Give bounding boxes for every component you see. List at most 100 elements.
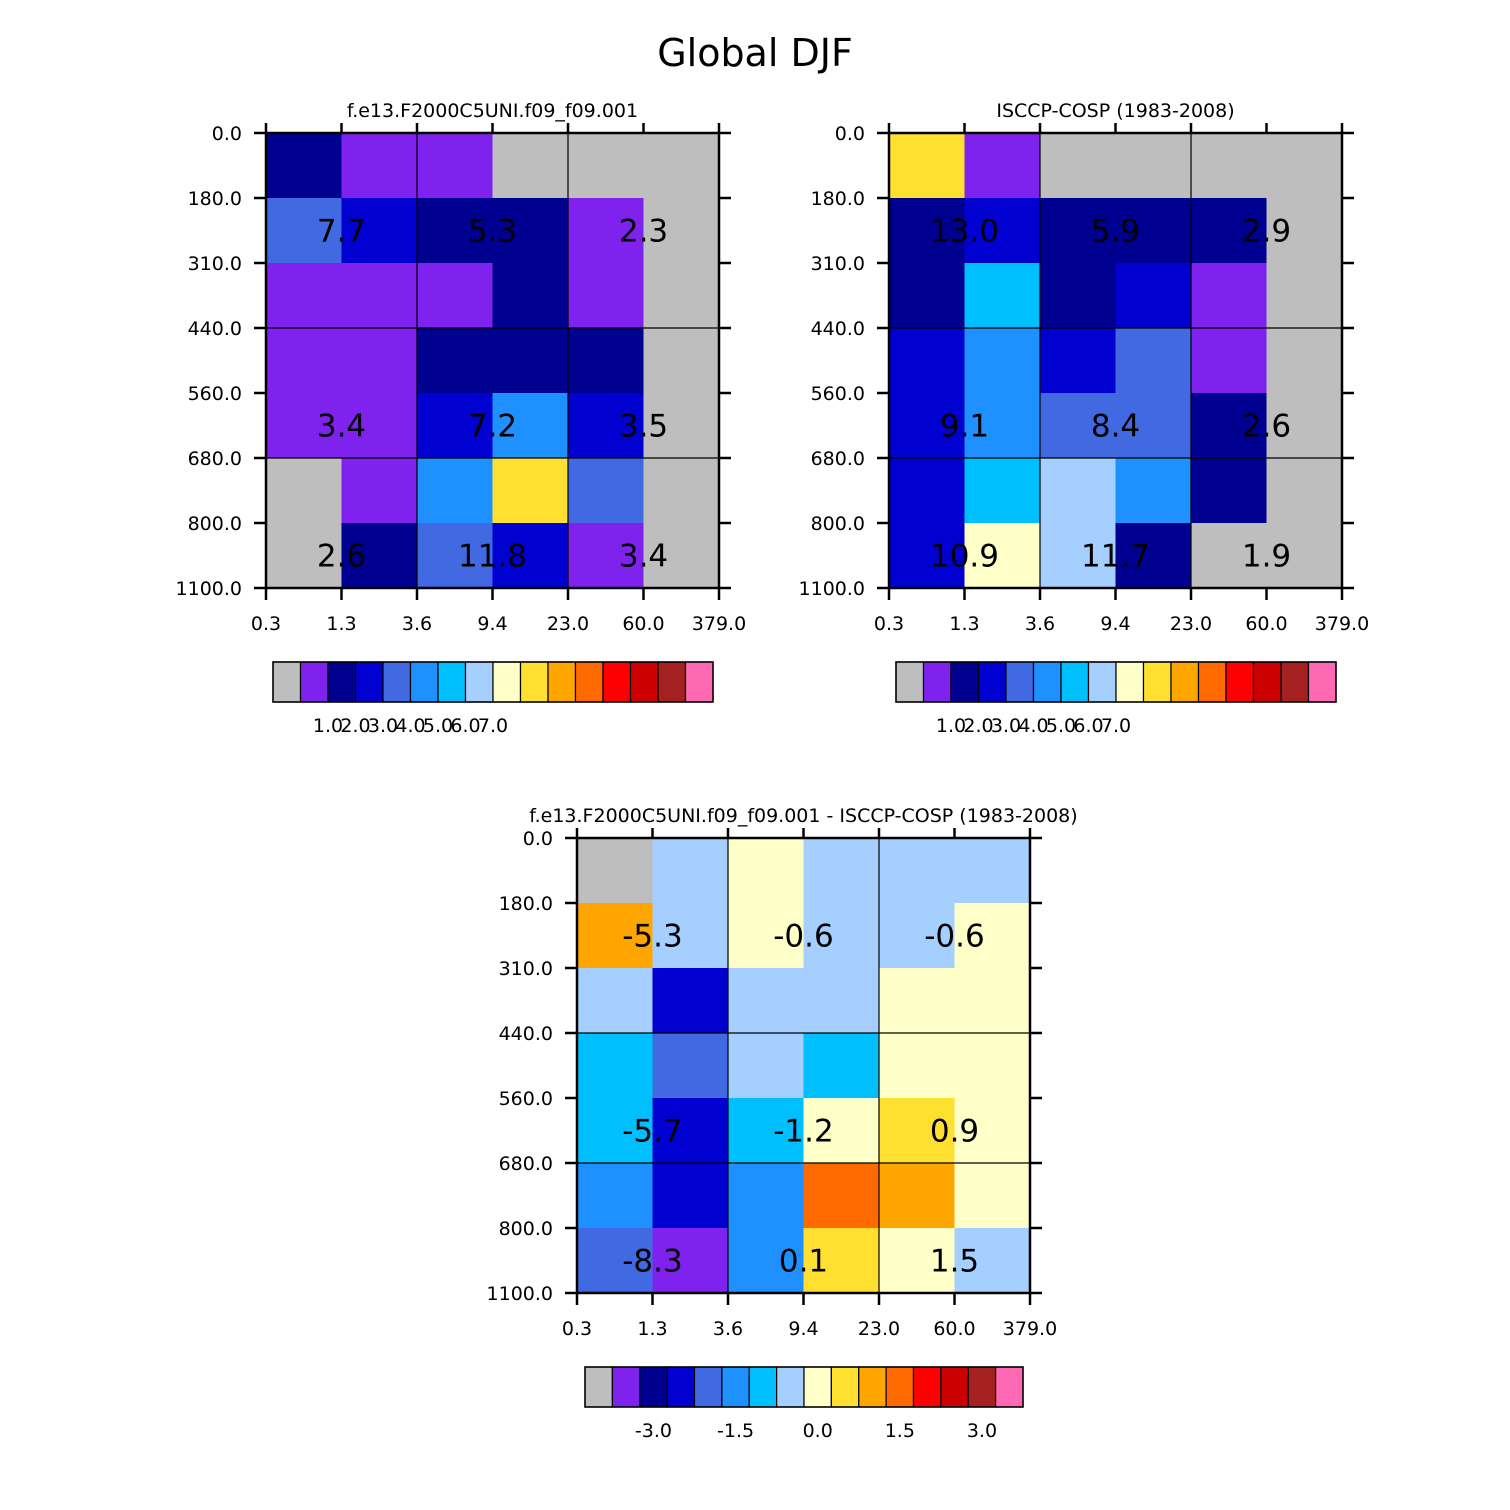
y-tick-label: 440.0 bbox=[499, 1023, 553, 1045]
y-tick-label: 310.0 bbox=[811, 253, 865, 275]
heatmap-cell bbox=[568, 328, 645, 394]
heatmap-cell bbox=[954, 1163, 1031, 1229]
heatmap-cell bbox=[1191, 133, 1268, 199]
colorbar: 1.02.03.04.05.06.07.0 bbox=[272, 661, 714, 737]
heatmap-cell bbox=[1040, 458, 1117, 524]
y-tick-label: 440.0 bbox=[188, 318, 242, 340]
colorbar-frame bbox=[895, 661, 1337, 703]
heatmap-cell bbox=[577, 1033, 654, 1099]
panel-title: f.e13.F2000C5UNI.f09_f09.001 bbox=[347, 100, 638, 122]
heatmap-cell bbox=[266, 133, 343, 199]
heatmap-cell bbox=[964, 198, 1041, 264]
colorbar-swatch bbox=[995, 1366, 1024, 1408]
heatmap-cell bbox=[568, 133, 645, 199]
colorbar-swatch bbox=[940, 1366, 969, 1408]
y-tick-label: 180.0 bbox=[499, 893, 553, 915]
colorbar-swatch bbox=[885, 1366, 915, 1408]
heatmap-cell bbox=[492, 523, 569, 589]
colorbar-swatch bbox=[409, 661, 439, 703]
colorbar-frame bbox=[272, 661, 714, 703]
heatmap-cell bbox=[652, 903, 729, 969]
heatmap-cell bbox=[1266, 263, 1343, 329]
colorbar-swatch bbox=[1170, 661, 1200, 703]
colorbar-swatch bbox=[666, 1366, 696, 1408]
colorbar-label: 0.0 bbox=[803, 1420, 833, 1442]
heatmap-cell bbox=[964, 133, 1041, 199]
x-tick-label: 23.0 bbox=[1170, 613, 1212, 635]
colorbar-swatch bbox=[382, 661, 412, 703]
heatmap-cell bbox=[954, 968, 1031, 1034]
heatmap-cell bbox=[417, 393, 494, 459]
colorbar-label: 2.0 bbox=[963, 715, 993, 737]
cell-annotation: -0.6 bbox=[924, 919, 985, 955]
cell-annotation: -5.3 bbox=[622, 919, 683, 955]
y-tick-label: 1100.0 bbox=[487, 1283, 553, 1305]
panel-title: f.e13.F2000C5UNI.f09_f09.001 - ISCCP-COS… bbox=[529, 805, 1077, 827]
heatmap-cell bbox=[1191, 393, 1268, 459]
x-tick-label: 23.0 bbox=[547, 613, 589, 635]
x-tick-label: 1.3 bbox=[637, 1318, 667, 1340]
heatmap-cell bbox=[341, 328, 418, 394]
heatmap-cell bbox=[889, 328, 966, 394]
colorbar-swatch bbox=[602, 661, 632, 703]
heatmap-panel-2: ISCCP-COSP (1983-2008) 0.3 1.3 3.6 9.4 23.0 60… bbox=[799, 100, 1370, 737]
colorbar-label: 5.0 bbox=[1046, 715, 1076, 737]
colorbar-swatch bbox=[748, 1366, 778, 1408]
heatmap-cell bbox=[341, 393, 418, 459]
heatmap-cell bbox=[266, 458, 343, 524]
heatmap-cell bbox=[1115, 458, 1192, 524]
heatmap-cell bbox=[417, 328, 494, 394]
colorbar-label: 7.0 bbox=[1101, 715, 1131, 737]
cell-annotation: 7.7 bbox=[317, 214, 366, 250]
x-tick-label: 60.0 bbox=[622, 613, 664, 635]
colorbar-swatch bbox=[1280, 661, 1310, 703]
colorbar-swatch bbox=[611, 1366, 641, 1408]
colorbar-label: -3.0 bbox=[635, 1420, 672, 1442]
heatmap-cell bbox=[964, 393, 1041, 459]
x-tick-label: 0.3 bbox=[251, 613, 281, 635]
y-tick-label: 800.0 bbox=[811, 513, 865, 535]
heatmap-cell bbox=[889, 393, 966, 459]
heatmap-cell bbox=[341, 263, 418, 329]
cell-annotation: 11.8 bbox=[458, 539, 527, 575]
heatmap-cell bbox=[1266, 458, 1343, 524]
cell-annotation: -8.3 bbox=[622, 1244, 683, 1280]
colorbar-swatch bbox=[492, 661, 522, 703]
x-tick-label: 0.3 bbox=[562, 1318, 592, 1340]
heatmap-cell bbox=[803, 838, 880, 904]
heatmap-cell bbox=[803, 1033, 880, 1099]
colorbar-swatch bbox=[1142, 661, 1172, 703]
heatmap-cell bbox=[803, 968, 880, 1034]
y-tick-label: 0.0 bbox=[835, 123, 865, 145]
cell-annotation: -0.6 bbox=[773, 919, 834, 955]
cell-annotation: 3.4 bbox=[619, 539, 668, 575]
colorbar-swatch bbox=[1087, 661, 1117, 703]
heatmap-cell bbox=[1040, 523, 1117, 589]
colorbar-swatch bbox=[547, 661, 577, 703]
heatmap-cell bbox=[577, 1163, 654, 1229]
heatmap-cell bbox=[266, 328, 343, 394]
x-tick-label: 1.3 bbox=[326, 613, 356, 635]
colorbar-swatch bbox=[584, 1366, 613, 1408]
y-tick-label: 180.0 bbox=[811, 188, 865, 210]
heatmap-cell bbox=[417, 198, 494, 264]
heatmap-cell bbox=[879, 903, 956, 969]
heatmap-cell bbox=[803, 1228, 880, 1294]
heatmap-cell bbox=[341, 523, 418, 589]
heatmap-cell bbox=[652, 1033, 729, 1099]
colorbar-swatch bbox=[464, 661, 494, 703]
heatmap-cell bbox=[492, 198, 569, 264]
heatmap-cell bbox=[568, 393, 645, 459]
y-tick-label: 560.0 bbox=[811, 383, 865, 405]
colorbar-swatch bbox=[912, 1366, 942, 1408]
heatmap-cell bbox=[879, 1228, 956, 1294]
x-tick-label: 60.0 bbox=[1245, 613, 1287, 635]
panel-title: ISCCP-COSP (1983-2008) bbox=[996, 100, 1234, 122]
heatmap-cell bbox=[1040, 328, 1117, 394]
heatmap-cell bbox=[1266, 328, 1343, 394]
heatmap-cell bbox=[964, 328, 1041, 394]
y-tick-label: 800.0 bbox=[499, 1218, 553, 1240]
heatmap-cell bbox=[879, 1033, 956, 1099]
colorbar-swatch bbox=[657, 661, 687, 703]
